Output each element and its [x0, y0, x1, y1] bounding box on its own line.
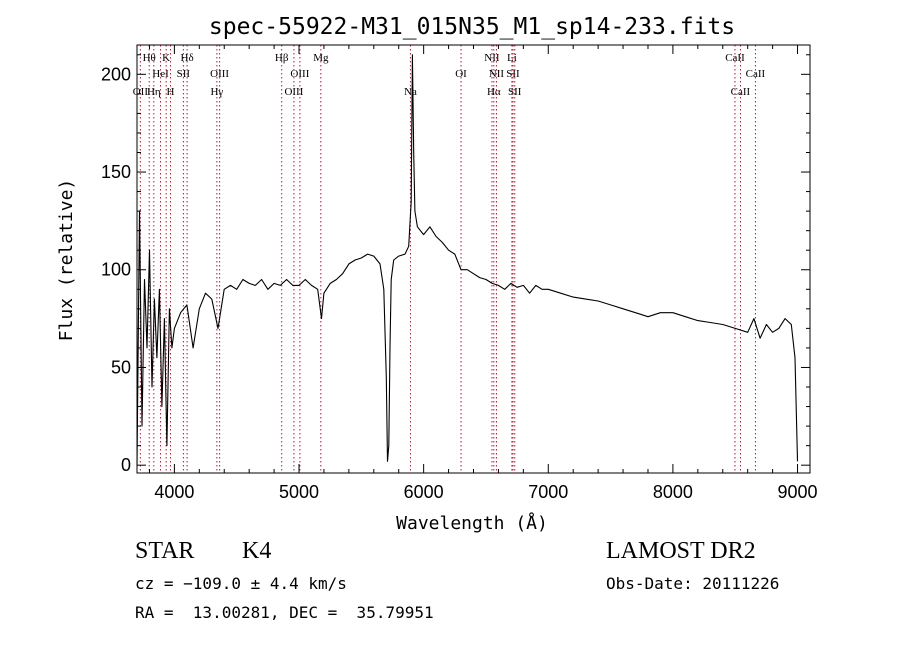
line-marker-label-11: OIII: [284, 86, 303, 98]
y-axis: 0 50 100 150 200: [101, 54, 810, 475]
line-marker-label-19: Li: [507, 52, 517, 64]
subclass-label: K4: [242, 538, 272, 564]
line-marker-label-5: H: [167, 86, 175, 98]
x-tick-label-9000: 9000: [778, 482, 818, 502]
chart-title: spec-55922-M31_015N35_M1_sp14-233.fits: [209, 14, 735, 40]
line-marker-label-13: Mg: [313, 52, 329, 64]
line-marker-label-7: Hδ: [181, 52, 194, 64]
line-marker-label-16: Hα: [487, 86, 501, 98]
cz-value: cz = −109.0 ± 4.4 km/s: [135, 574, 347, 593]
ra-dec: RA = 13.00281, DEC = 35.79951: [135, 603, 434, 622]
line-marker-label-0: Hθ: [143, 52, 156, 64]
x-tick-label-7000: 7000: [528, 482, 568, 502]
line-marker-label-8: Hγ: [210, 86, 223, 98]
obs-date: Obs-Date: 20111226: [606, 574, 780, 593]
y-tick-label-0: 0: [121, 455, 131, 475]
plot-frame: [136, 44, 811, 474]
y-tick-label-200: 200: [101, 64, 131, 84]
line-marker-label-4: K: [162, 52, 170, 64]
y-tick-label-150: 150: [101, 162, 131, 182]
line-marker-label-6: SII: [177, 68, 191, 80]
x-tick-label-6000: 6000: [404, 482, 444, 502]
line-marker-label-2: Hη: [147, 86, 161, 98]
line-marker-label-14: Na: [404, 86, 417, 98]
class-label: STAR: [135, 538, 195, 564]
line-marker-label-22: CaII: [725, 52, 745, 64]
spectral-line-markers: HθOIIHηHeIKHSIIHδHγOIIIHβOIIIOIIIMgNaOIH…: [133, 45, 766, 473]
y-axis-label: Flux (relative): [56, 179, 77, 342]
line-marker-label-12: OIII: [290, 68, 309, 80]
line-marker-label-23: CaII: [731, 86, 751, 98]
y-tick-label-100: 100: [101, 260, 131, 280]
x-axis: 4000 5000 6000 7000 8000 9000: [148, 45, 818, 502]
survey-label: LAMOST DR2: [606, 538, 756, 564]
line-marker-label-3: HeI: [152, 68, 169, 80]
x-axis-label: Wavelength (Å): [396, 512, 548, 534]
line-marker-label-24: CaII: [746, 68, 766, 80]
line-marker-label-21: SII: [508, 86, 522, 98]
spectrum-series: [136, 54, 799, 466]
line-marker-label-15: OI: [455, 68, 467, 80]
y-tick-label-50: 50: [111, 357, 131, 377]
line-marker-label-18: NII: [489, 68, 505, 80]
spectrum-line-0: [136, 54, 799, 466]
line-marker-label-10: Hβ: [275, 52, 289, 64]
x-tick-label-4000: 4000: [154, 482, 194, 502]
line-marker-label-20: SII: [506, 68, 520, 80]
line-marker-label-9: OIII: [210, 68, 229, 80]
x-tick-label-5000: 5000: [279, 482, 319, 502]
x-tick-label-8000: 8000: [653, 482, 693, 502]
line-marker-label-17: NII: [484, 52, 500, 64]
